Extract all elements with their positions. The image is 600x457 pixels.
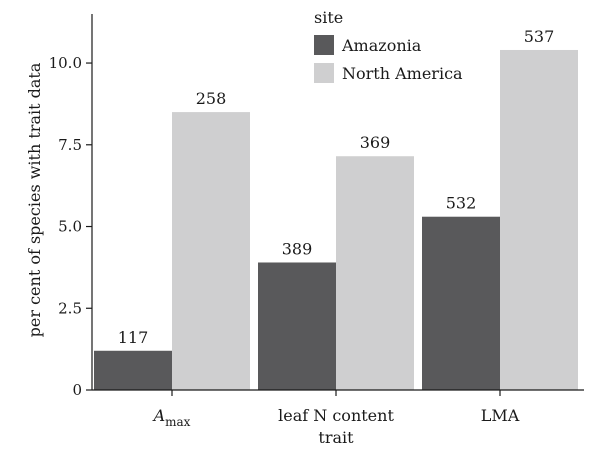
y-axis-title: per cent of species with trait data [25, 62, 44, 337]
x-axis-title: trait [318, 428, 354, 447]
y-tick-label: 2.5 [58, 299, 82, 317]
bar-amazonia-2 [422, 216, 500, 390]
bar-north-america-0 [172, 112, 250, 390]
y-tick-label: 5.0 [58, 218, 82, 236]
legend-label: Amazonia [341, 36, 422, 55]
bar-amazonia-0 [94, 350, 172, 390]
x-axis: Amax leaf N content LMA trait [92, 389, 584, 447]
legend-label: North America [342, 64, 463, 83]
legend: site Amazonia North America [314, 8, 463, 83]
legend-swatch [314, 63, 334, 83]
y-tick-label: 7.5 [58, 136, 82, 154]
x-tick-label-subscript: max [165, 415, 191, 429]
x-tick-label-main: A [152, 406, 166, 425]
bar-amazonia-1 [258, 262, 336, 390]
data-label: 369 [360, 133, 391, 152]
x-tick-label: leaf N content [278, 406, 394, 425]
x-tick-label: LMA [481, 406, 520, 425]
y-tick-label: 10.0 [49, 54, 82, 72]
bar-north-america-1 [336, 156, 414, 390]
x-tick-label: Amax [152, 406, 191, 429]
data-label: 389 [282, 239, 313, 258]
plot-area: 117 258 389 369 532 537 [94, 27, 578, 391]
legend-swatch [314, 35, 334, 55]
y-axis: 0 2.5 5.0 7.5 10.0 per cent of species with t… [25, 14, 93, 399]
data-label: 532 [446, 194, 477, 213]
data-label: 117 [118, 328, 149, 347]
bar-north-america-2 [500, 49, 578, 391]
y-tick-label: 0 [72, 381, 82, 399]
legend-title: site [314, 8, 343, 27]
data-label: 537 [524, 27, 555, 46]
data-label: 258 [196, 89, 227, 108]
